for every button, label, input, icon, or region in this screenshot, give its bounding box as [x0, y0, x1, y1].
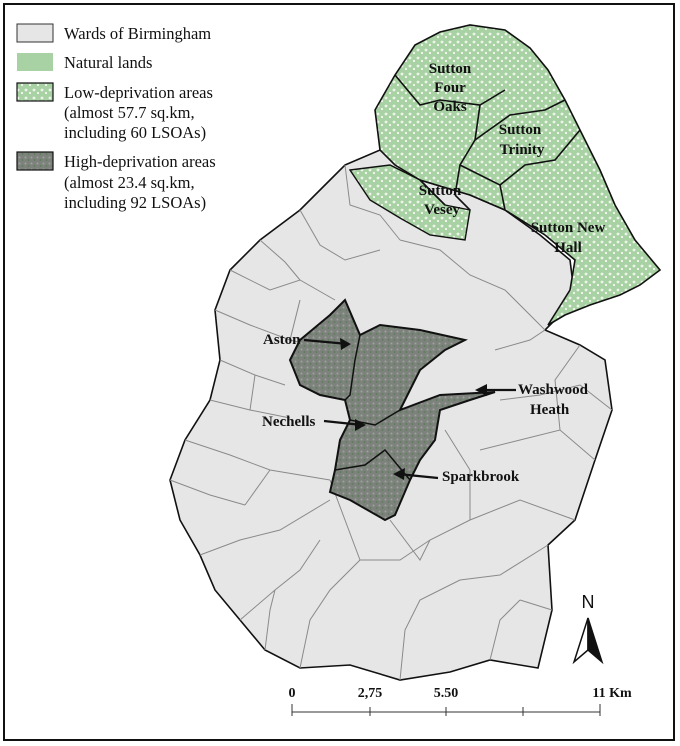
sutton-labels: Sutton Four Oaks Sutton Trinity Sutton V… — [419, 61, 606, 256]
legend-swatch-low-deprivation — [16, 82, 54, 102]
label-nechells: Nechells — [262, 414, 315, 430]
label-sutton-four-oaks-1: Sutton — [429, 61, 472, 77]
legend-label-high-1: High-deprivation areas — [64, 152, 216, 171]
legend-label-low-1: Low-deprivation areas — [64, 83, 213, 102]
label-aston: Aston — [263, 332, 301, 348]
legend-label-low-2: (almost 57.7 sq.km, — [64, 103, 195, 122]
north-arrow-left-half — [572, 617, 589, 665]
scale-tick-0: 0 — [289, 686, 296, 701]
label-sparkbrook: Sparkbrook — [442, 469, 520, 485]
label-sutton-vesey-1: Sutton — [419, 183, 462, 199]
arrowhead-sparkbrook — [393, 468, 405, 480]
arrow-sparkbrook — [397, 472, 439, 480]
legend-label-high-2: (almost 23.4 sq.km, — [64, 173, 195, 192]
legend-label-high-3: including 92 LSOAs) — [64, 193, 206, 212]
scale-tick-11-km: 11 Km — [592, 686, 632, 701]
scale-tick-5-50: 5.50 — [434, 686, 459, 701]
north-arrow: N — [572, 592, 604, 665]
central-labels: Aston Nechells Washwood Heath Sparkbrook — [262, 332, 589, 485]
label-sutton-four-oaks-3: Oaks — [433, 99, 467, 115]
legend-swatch-high-deprivation — [16, 151, 54, 171]
label-washwood-2: Heath — [530, 402, 570, 418]
arrowhead-washwood — [475, 384, 487, 396]
legend: Wards of Birmingham Natural lands Low-de… — [16, 23, 216, 212]
sutton-ward-boundaries — [394, 74, 581, 211]
legend-swatch-natural — [17, 53, 53, 71]
north-arrow-label: N — [582, 592, 595, 612]
label-sutton-new-hall-1: Sutton New — [531, 220, 606, 236]
label-sutton-vesey-2: Vesey — [424, 202, 461, 218]
arrowhead-aston — [340, 338, 351, 350]
north-arrow-right-half — [587, 617, 604, 665]
sutton-vesey-area — [348, 164, 471, 241]
high-deprivation-area — [288, 298, 496, 522]
scale-bar: 0 2,75 5.50 11 Km — [289, 686, 632, 716]
label-sutton-new-hall-2: Hall — [554, 240, 582, 256]
label-sutton-four-oaks-2: Four — [434, 80, 466, 96]
label-sutton-trinity-1: Sutton — [499, 122, 542, 138]
legend-label-wards: Wards of Birmingham — [64, 24, 211, 43]
label-sutton-trinity-2: Trinity — [500, 142, 545, 158]
scale-tick-2-75: 2,75 — [358, 686, 383, 701]
arrowhead-nechells — [355, 419, 366, 431]
legend-label-natural: Natural lands — [64, 53, 152, 72]
legend-swatch-wards — [16, 23, 54, 43]
legend-label-low-3: including 60 LSOAs) — [64, 123, 206, 142]
label-washwood-1: Washwood — [518, 382, 589, 398]
ward-boundaries — [169, 164, 613, 681]
